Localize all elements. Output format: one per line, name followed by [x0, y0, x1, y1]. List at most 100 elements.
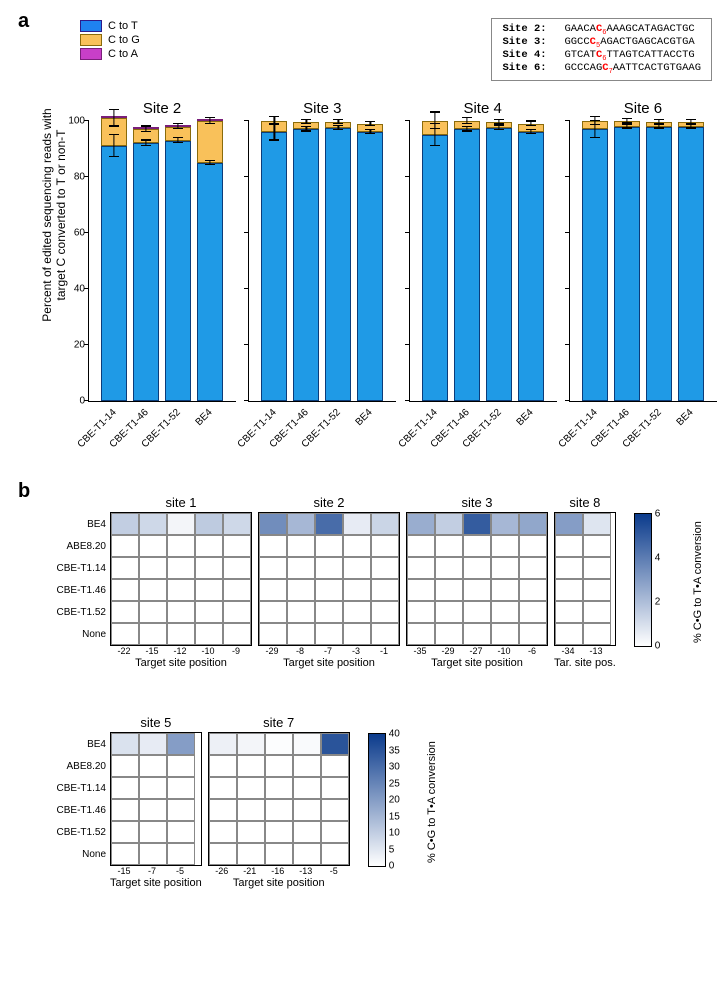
bar-chart: Site 2020406080100CBE-T1-14CBE-T1-46CBE-…	[88, 100, 236, 402]
heatmap-cell	[435, 601, 463, 623]
heatmap-cell	[293, 821, 321, 843]
heatmap-cell	[223, 601, 251, 623]
heatmap-cell	[371, 579, 399, 601]
heatmap-cell	[463, 557, 491, 579]
heatmap-cell	[111, 535, 139, 557]
heatmap-cell	[223, 579, 251, 601]
heatmap-cell	[583, 601, 611, 623]
heatmap-editor-label: ABE8.20	[46, 535, 110, 557]
heatmap-cell	[519, 557, 547, 579]
colorbar: 0246	[634, 513, 652, 647]
heatmap-cell	[195, 557, 223, 579]
heatmap-editor-label: CBE-T1.52	[46, 601, 110, 623]
heatmap-cell	[583, 513, 611, 535]
panel-letter-b: b	[18, 480, 30, 503]
sequence-row: Site 4:GTCATC6TTAGTCATTACCTG	[502, 49, 701, 62]
heatmap-cell	[315, 535, 343, 557]
heatmap-editor-label: ABE8.20	[46, 755, 110, 777]
heatmap-cell	[259, 513, 287, 535]
heatmap-cell	[111, 513, 139, 535]
sequence-row: Site 3:GGCCC5AGACTGAGCACGTGA	[502, 36, 701, 49]
heatmap-grid	[554, 512, 616, 646]
heatmap-cell	[223, 513, 251, 535]
heatmap-cell	[315, 579, 343, 601]
heatmap-cell	[293, 733, 321, 755]
plot-area: CBE-T1-14CBE-T1-46CBE-T1-52BE4	[569, 121, 717, 402]
heatmap-axis-title: Target site position	[406, 657, 548, 669]
heatmap-axis-title: Target site position	[110, 657, 252, 669]
heatmap-cell	[491, 513, 519, 535]
heatmap-cell	[321, 733, 349, 755]
heatmap-cell	[265, 799, 293, 821]
sequence-row: Site 2:GAACAC6AAAGCATAGACTGC	[502, 23, 701, 36]
heatmap-cell	[407, 601, 435, 623]
heatmap-cell	[407, 579, 435, 601]
heatmap-cell	[407, 623, 435, 645]
legend-item-cg: C to G	[80, 34, 140, 46]
heatmap-cell	[237, 755, 265, 777]
heatmap-cell	[519, 601, 547, 623]
heatmap-x-label: -1	[370, 646, 398, 656]
heatmap: site 5-15-7-5Target site position	[110, 715, 202, 889]
heatmap-title: site 8	[554, 495, 616, 510]
heatmap-cell	[343, 557, 371, 579]
heatmap-editor-label: CBE-T1.52	[46, 821, 110, 843]
heatmap-cell	[555, 601, 583, 623]
heatmap-cell	[209, 821, 237, 843]
heatmap-editor-label: CBE-T1.46	[46, 799, 110, 821]
heatmap-cell	[371, 601, 399, 623]
panel-letter-a: a	[18, 10, 29, 33]
bar-chart: Site 4CBE-T1-14CBE-T1-46CBE-T1-52BE4	[409, 100, 557, 402]
heatmap-editor-label: CBE-T1.14	[46, 557, 110, 579]
heatmap: site 2-29-8-7-3-1Target site position	[258, 495, 400, 669]
heatmap-cell	[167, 755, 195, 777]
bar-chart: Site 6CBE-T1-14CBE-T1-46CBE-T1-52BE4	[569, 100, 717, 402]
colorbar-tick: 5	[389, 844, 395, 855]
heatmap: site 8-34-13Tar. site pos.	[554, 495, 616, 669]
heatmap-cell	[293, 777, 321, 799]
heatmap-cell	[167, 557, 195, 579]
heatmap-cell	[315, 557, 343, 579]
heatmap-ylabels-row2: BE4ABE8.20CBE-T1.14CBE-T1.46CBE-T1.52Non…	[46, 733, 110, 865]
heatmap-cell	[287, 623, 315, 645]
heatmap-cell	[167, 821, 195, 843]
sequence-box: Site 2:GAACAC6AAAGCATAGACTGCSite 3:GGCCC…	[491, 18, 712, 81]
heatmap-cell	[519, 623, 547, 645]
heatmap-cell	[287, 601, 315, 623]
heatmap-cell	[371, 623, 399, 645]
heatmap-cell	[167, 579, 195, 601]
heatmap-editor-label: BE4	[46, 733, 110, 755]
legend-item-ct: C to T	[80, 20, 140, 32]
heatmap-x-label: -6	[518, 646, 546, 656]
heatmap-row2: site 5-15-7-5Target site positionsite 7-…	[110, 715, 386, 889]
heatmap-cell	[111, 777, 139, 799]
heatmap-x-label: -29	[258, 646, 286, 656]
heatmap-cell	[555, 535, 583, 557]
heatmap-cell	[259, 579, 287, 601]
heatmap-x-label: -10	[490, 646, 518, 656]
heatmap-x-label: -34	[554, 646, 582, 656]
heatmap-x-label: -5	[320, 866, 348, 876]
heatmap-cell	[321, 799, 349, 821]
x-tick-label: BE4	[354, 407, 375, 428]
heatmap-cell	[293, 799, 321, 821]
heatmap-cell	[463, 535, 491, 557]
heatmap-cell	[321, 755, 349, 777]
colorbar-container: 0246% C•G to T•A conversion	[634, 495, 652, 669]
heatmap-cell	[111, 557, 139, 579]
x-tick-label: BE4	[194, 407, 215, 428]
y-tick-label: 100	[68, 116, 89, 127]
heatmap-cell	[583, 623, 611, 645]
heatmap-editor-label: CBE-T1.14	[46, 777, 110, 799]
heatmap-cell	[167, 777, 195, 799]
heatmap-x-label: -16	[264, 866, 292, 876]
heatmap-cell	[293, 843, 321, 865]
plot-area: CBE-T1-14CBE-T1-46CBE-T1-52BE4	[409, 121, 557, 402]
heatmap-cell	[111, 821, 139, 843]
heatmap-x-label: -13	[292, 866, 320, 876]
heatmap-cell	[237, 799, 265, 821]
heatmap-cell	[555, 579, 583, 601]
heatmap-cell	[223, 557, 251, 579]
heatmap-cell	[343, 623, 371, 645]
x-tick-label: BE4	[514, 407, 535, 428]
